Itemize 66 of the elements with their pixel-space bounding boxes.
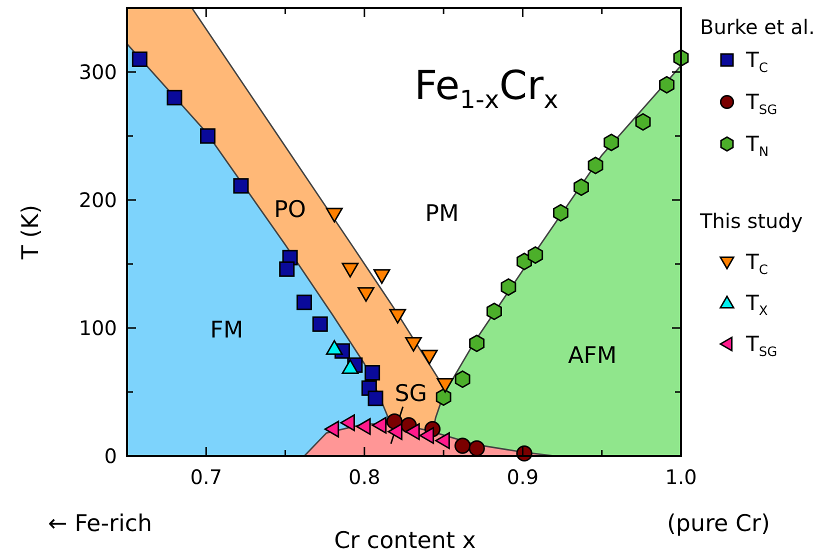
x-tick-label: 0.9 (506, 465, 539, 489)
point (405, 337, 422, 352)
point (588, 156, 604, 174)
annotation: AFM (568, 342, 617, 369)
legend-label: T$_{SG}$ (745, 332, 778, 360)
legend-label: T$_{C}$ (745, 48, 768, 76)
point (233, 178, 249, 194)
point (435, 432, 450, 450)
point (436, 388, 452, 406)
point (635, 113, 651, 131)
legend-label: T$_{C}$ (745, 250, 768, 278)
point (324, 420, 340, 438)
point (420, 350, 438, 365)
text: ← Fe-rich (48, 511, 152, 537)
point (296, 294, 312, 310)
legend-label: T$_{X}$ (745, 291, 768, 319)
point (373, 269, 390, 284)
point (342, 262, 359, 278)
point (342, 359, 359, 374)
text: Fe$_{1-x}$Cr$_{x}$ (414, 62, 558, 114)
x-tick-label: 1.0 (665, 465, 697, 489)
point (528, 246, 544, 264)
point (340, 414, 355, 432)
x-tick-label: 0.7 (190, 465, 222, 489)
y-tick-label: 100 (78, 316, 117, 340)
legend-title: Burke et al. (700, 15, 815, 39)
y-tick-label: 0 (104, 444, 117, 468)
point (552, 204, 568, 222)
point (405, 423, 420, 440)
legend-label: T$_{N}$ (745, 132, 769, 160)
point (604, 134, 620, 152)
point (574, 178, 589, 196)
point (436, 378, 454, 393)
point (469, 334, 485, 352)
point (326, 340, 343, 355)
point (356, 418, 371, 436)
point (468, 440, 485, 456)
x-tick-label: 0.8 (348, 465, 380, 489)
text: This study (699, 209, 803, 233)
y-axis-title: T (K) (18, 204, 44, 260)
point (454, 370, 470, 388)
y-tick-label: 300 (78, 60, 117, 84)
x-axis-title: Cr content x (334, 528, 476, 554)
point (132, 51, 148, 67)
legend-label: T$_{SG}$ (745, 90, 778, 118)
point (368, 390, 384, 406)
y-tick-label: 200 (78, 188, 117, 212)
point (372, 416, 387, 434)
point (358, 287, 374, 302)
point (200, 128, 216, 144)
text: (pure Cr) (666, 511, 770, 537)
point (486, 302, 502, 320)
annotation: SG (394, 380, 428, 407)
point (419, 427, 434, 444)
point (279, 261, 295, 277)
point (326, 208, 343, 223)
point (166, 90, 182, 106)
annotation: PM (425, 200, 459, 227)
annotation: PO (274, 196, 306, 223)
point (364, 365, 380, 381)
point (454, 438, 471, 454)
point (312, 316, 328, 332)
annotation: FM (210, 317, 244, 344)
point (659, 76, 674, 94)
point (500, 278, 516, 296)
point (389, 308, 406, 324)
